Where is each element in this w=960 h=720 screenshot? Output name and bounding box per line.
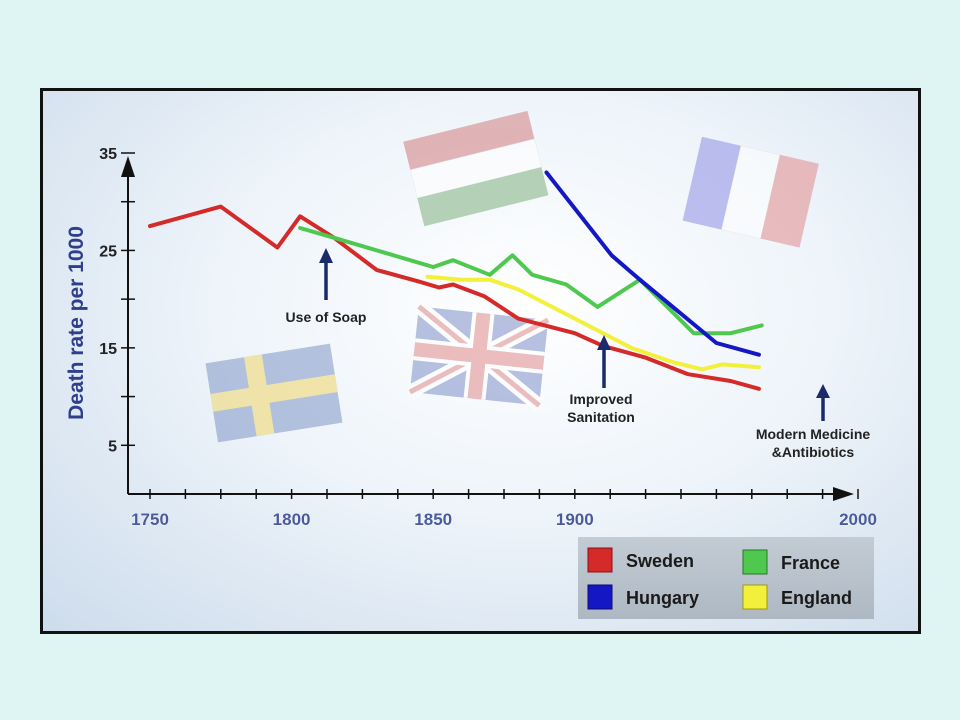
y-tick-label-5: 5	[108, 438, 117, 455]
sanitation-arrow-icon	[597, 335, 611, 388]
series-line-hungary	[544, 170, 761, 357]
series-line-england	[425, 274, 761, 372]
series-line-sweden	[148, 204, 761, 391]
legend-item-france: France	[742, 549, 840, 575]
legend-label-hungary: Hungary	[626, 588, 699, 608]
legend-swatch-france	[742, 549, 768, 575]
annotation-use-of-soap: Use of Soap	[286, 309, 367, 325]
y-tick-label-25: 25	[99, 243, 117, 260]
legend-swatch-england	[742, 584, 768, 610]
annotation-antibiotics: &Antibiotics	[772, 444, 855, 460]
legend-label-england: England	[781, 588, 852, 608]
y-axis	[121, 156, 135, 494]
annotation-modern-medicine: Modern Medicine	[756, 426, 871, 442]
tick-marks: 1750 1800 1850 1900 2000 35 25 15 5	[99, 146, 877, 529]
legend-item-england: England	[742, 584, 852, 610]
y-axis-label: Death rate per 1000	[65, 226, 88, 420]
series-lines	[148, 170, 764, 391]
x-tick-label-1900: 1900	[556, 510, 594, 529]
legend-swatch-hungary	[587, 584, 613, 610]
legend-item-hungary: Hungary	[587, 584, 699, 610]
chart-panel: 1750 1800 1850 1900 2000 35 25 15 5 Death rate p…	[40, 88, 921, 634]
uk-flag	[406, 301, 552, 411]
y-tick-label-15: 15	[99, 341, 117, 358]
annotation-sanitation: Sanitation	[567, 409, 635, 425]
legend-item-sweden: Sweden	[587, 547, 694, 573]
sweden-flag	[205, 343, 343, 443]
legend: Sweden Hungary France England	[578, 537, 874, 619]
x-tick-label-1850: 1850	[414, 510, 452, 529]
x-tick-label-2000: 2000	[839, 510, 877, 529]
legend-label-france: France	[781, 553, 840, 573]
legend-label-sweden: Sweden	[626, 551, 694, 571]
y-axis-arrow	[121, 156, 135, 177]
soap-arrow-icon	[319, 248, 333, 300]
chart: 1750 1800 1850 1900 2000 35 25 15 5 Death rate p…	[65, 110, 877, 619]
x-axis-arrow	[833, 487, 854, 501]
medicine-arrow-icon	[816, 384, 830, 421]
y-tick-label-35: 35	[99, 146, 117, 163]
legend-swatch-sweden	[587, 547, 613, 573]
series-line-france	[298, 226, 764, 336]
legend-box	[578, 537, 874, 619]
x-tick-label-1800: 1800	[273, 510, 311, 529]
x-axis	[128, 487, 854, 501]
france-flag	[682, 136, 819, 248]
annotation-improved: Improved	[569, 391, 632, 407]
hungary-flag	[403, 110, 549, 227]
x-tick-label-1750: 1750	[131, 510, 169, 529]
